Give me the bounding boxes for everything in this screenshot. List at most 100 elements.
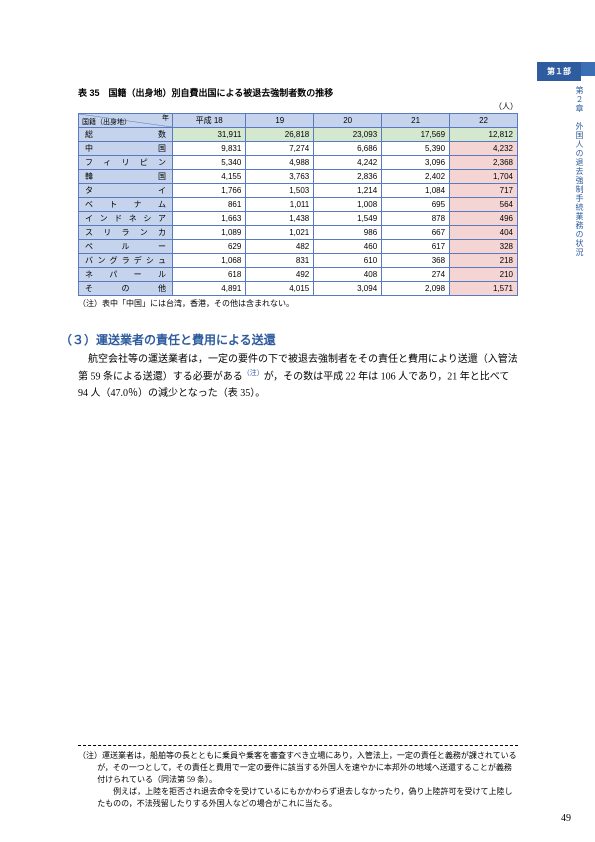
table-row: フ ィ リ ピ ン5,3404,9884,2423,0962,368 [79,156,518,170]
cell: 7,274 [246,142,314,156]
data-table: 年 国籍（出身地） 平成 18 19 20 21 22 総 数31,91126,… [78,113,518,296]
cell: 4,155 [173,170,246,184]
row-label: 中 国 [79,142,173,156]
page-number: 49 [561,813,571,824]
cell: 986 [314,226,382,240]
cell: 610 [314,254,382,268]
cell: 4,988 [246,156,314,170]
table-row: 中 国9,8317,2746,6865,3904,232 [79,142,518,156]
cell: 861 [173,198,246,212]
cell: 210 [450,268,518,282]
table-row: ペ ル ー629482460617328 [79,240,518,254]
table-caption: 表 35 国籍（出身地）別自費出国による被退去強制者数の推移 [78,86,518,99]
section-heading: （３）運送業者の責任と費用による送還 [60,331,518,348]
cell: 1,021 [246,226,314,240]
year-19: 19 [246,114,314,128]
side-chapter-label: 第２章 外国人の退去強制手続業務の状況 [573,86,585,257]
table-row: タ イ1,7661,5031,2141,084717 [79,184,518,198]
cell: 3,096 [382,156,450,170]
cell: 328 [450,240,518,254]
year-h18: 平成 18 [173,114,246,128]
cell: 23,093 [314,128,382,142]
cell: 4,015 [246,282,314,296]
cell: 618 [173,268,246,282]
cell: 12,812 [450,128,518,142]
cell: 1,084 [382,184,450,198]
table-row: イ ン ド ネ シ ア1,6631,4381,549878496 [79,212,518,226]
cell: 1,214 [314,184,382,198]
cell: 2,368 [450,156,518,170]
year-20: 20 [314,114,382,128]
cell: 1,704 [450,170,518,184]
cell: 482 [246,240,314,254]
cell: 1,766 [173,184,246,198]
cell: 17,569 [382,128,450,142]
row-label: ネ パ ー ル [79,268,173,282]
row-label: フ ィ リ ピ ン [79,156,173,170]
row-label: タ イ [79,184,173,198]
table-row: バングラデシュ1,068831610368218 [79,254,518,268]
year-22: 22 [450,114,518,128]
table-unit: （人） [78,101,518,112]
main-content: 表 35 国籍（出身地）別自費出国による被退去強制者数の推移 （人） 年 国籍（… [78,86,518,402]
table-row: 韓 国4,1553,7632,8362,4021,704 [79,170,518,184]
table-row: ス リ ラ ン カ1,0891,021986667404 [79,226,518,240]
cell: 3,094 [314,282,382,296]
table-row: ネ パ ー ル618492408274210 [79,268,518,282]
header-tab: 第１部 [537,62,595,81]
cell: 5,340 [173,156,246,170]
table-note: （注）表中「中国」には台湾，香港，その他は含まれない。 [78,298,518,309]
cell: 31,911 [173,128,246,142]
row-label: ペ ル ー [79,240,173,254]
section-body: 航空会社等の運送業者は，一定の要件の下で被退去強制者をその責任と費用により送還（… [78,351,518,402]
cell: 564 [450,198,518,212]
row-label: 総 数 [79,128,173,142]
cell: 2,402 [382,170,450,184]
cell: 1,008 [314,198,382,212]
footnote-rule [78,745,518,746]
cell: 667 [382,226,450,240]
cell: 1,011 [246,198,314,212]
cell: 1,089 [173,226,246,240]
row-label: バングラデシュ [79,254,173,268]
cell: 878 [382,212,450,226]
row-label: 韓 国 [79,170,173,184]
cell: 460 [314,240,382,254]
cell: 5,390 [382,142,450,156]
row-label: ス リ ラ ン カ [79,226,173,240]
cell: 3,763 [246,170,314,184]
cell: 2,098 [382,282,450,296]
cell: 4,242 [314,156,382,170]
tab-stripe [581,62,595,76]
cell: 629 [173,240,246,254]
cell: 218 [450,254,518,268]
footnote: （注）運送業者は，船舶等の長とともに乗員や乗客を審査すべき立場にあり，入管法上，… [78,750,518,810]
cell: 1,663 [173,212,246,226]
row-label: ベ ト ナ ム [79,198,173,212]
cell: 4,232 [450,142,518,156]
diag-header: 年 国籍（出身地） [79,114,173,128]
row-label: イ ン ド ネ シ ア [79,212,173,226]
cell: 1,503 [246,184,314,198]
cell: 617 [382,240,450,254]
cell: 831 [246,254,314,268]
cell: 1,571 [450,282,518,296]
cell: 274 [382,268,450,282]
cell: 492 [246,268,314,282]
cell: 1,549 [314,212,382,226]
chapter-tab: 第１部 [537,62,581,81]
table-row: そ の 他4,8914,0153,0942,0981,571 [79,282,518,296]
row-label: そ の 他 [79,282,173,296]
table-row: ベ ト ナ ム8611,0111,008695564 [79,198,518,212]
cell: 1,438 [246,212,314,226]
cell: 408 [314,268,382,282]
table-row: 総 数31,91126,81823,09317,56912,812 [79,128,518,142]
cell: 9,831 [173,142,246,156]
cell: 26,818 [246,128,314,142]
cell: 368 [382,254,450,268]
cell: 717 [450,184,518,198]
cell: 2,836 [314,170,382,184]
cell: 6,686 [314,142,382,156]
cell: 404 [450,226,518,240]
cell: 4,891 [173,282,246,296]
